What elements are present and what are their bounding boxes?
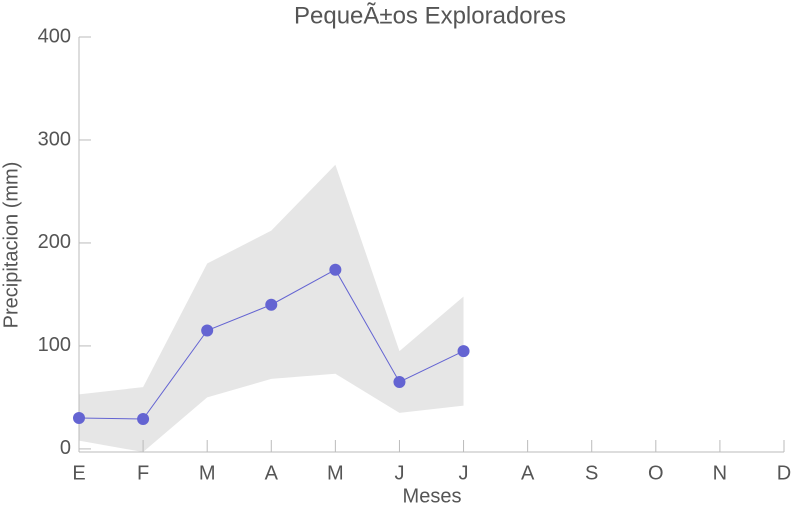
chart-title: PequeÃ±os Exploradores xyxy=(294,2,566,29)
x-tick-label: F xyxy=(137,462,149,484)
y-tick-label: 0 xyxy=(60,437,71,459)
x-tick-label: M xyxy=(327,462,344,484)
point xyxy=(329,263,342,276)
y-tick-label: 200 xyxy=(38,231,71,253)
y-axis-label: Precipitacion (mm) xyxy=(0,162,22,329)
x-tick-label: S xyxy=(585,462,598,484)
y-tick-label: 100 xyxy=(38,334,71,356)
x-tick-label: N xyxy=(713,462,727,484)
x-tick-label: A xyxy=(521,462,535,484)
point xyxy=(265,298,278,311)
x-tick-label: M xyxy=(199,462,216,484)
point xyxy=(201,324,214,337)
point xyxy=(137,413,150,426)
x-tick-label: A xyxy=(265,462,279,484)
y-tick-label: 400 xyxy=(38,25,71,47)
x-tick-label: J xyxy=(459,462,469,484)
point xyxy=(457,345,470,358)
x-tick-label: O xyxy=(648,462,664,484)
x-axis-label: Meses xyxy=(403,485,462,507)
x-tick-label: E xyxy=(72,462,85,484)
point xyxy=(73,412,85,425)
x-tick-label: J xyxy=(394,462,404,484)
point xyxy=(393,375,406,388)
x-tick-label: D xyxy=(777,462,791,484)
y-tick-label: 300 xyxy=(38,128,71,150)
